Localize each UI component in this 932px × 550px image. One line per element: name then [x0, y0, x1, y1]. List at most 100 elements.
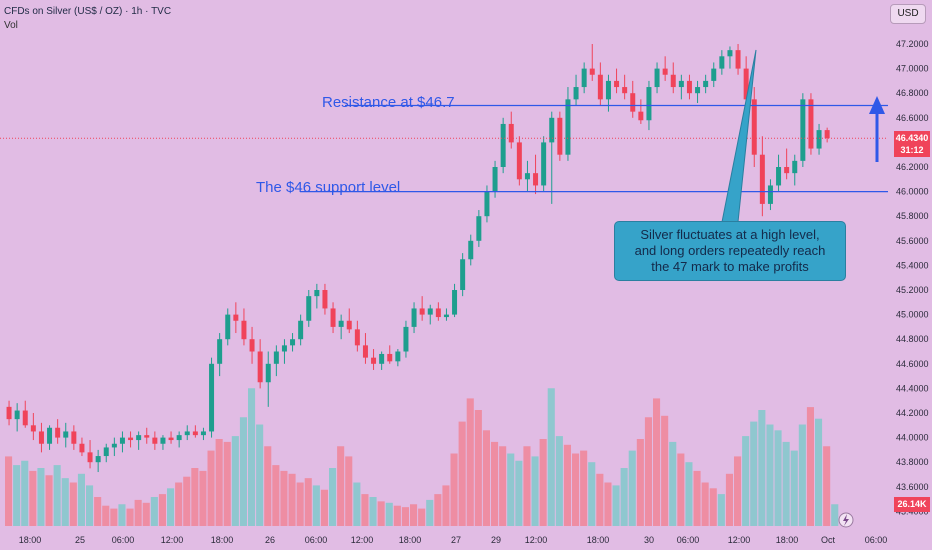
candle — [597, 62, 603, 106]
time-tick-label: 27 — [451, 535, 461, 545]
volume-bar — [86, 485, 94, 526]
volume-bar — [661, 415, 669, 526]
volume-bar — [361, 494, 369, 526]
volume-bar — [158, 494, 166, 526]
volume-bar — [717, 494, 725, 526]
candle — [395, 349, 401, 367]
volume-bar — [410, 504, 418, 526]
volume-bar — [831, 504, 839, 526]
volume-bar — [531, 456, 539, 526]
volume-bar — [69, 482, 77, 526]
volume-bar — [126, 508, 134, 526]
price-tick-label: 47.2000 — [896, 39, 929, 49]
volume-bar — [61, 478, 69, 526]
candle — [322, 283, 328, 315]
candle — [136, 431, 142, 450]
volume-bar — [134, 499, 142, 526]
volume-bar — [183, 476, 191, 526]
time-tick-label: Oct — [821, 535, 836, 545]
volume-bar — [701, 482, 709, 526]
candle — [719, 50, 725, 75]
candle — [241, 308, 247, 346]
candle — [484, 185, 490, 223]
price-tick-label: 44.8000 — [896, 334, 929, 344]
price-tick-label: 45.8000 — [896, 211, 929, 221]
annotation-line: Silver fluctuates at a high level, — [640, 227, 820, 242]
time-axis[interactable]: 18:00 25 06:00 12:00 18:00 26 06:00 12:00 18:00 2… — [19, 512, 888, 545]
price-tick-label: 45.4000 — [896, 260, 929, 270]
volume-bar — [434, 494, 442, 526]
volume-bar — [499, 446, 507, 526]
time-tick-label: 12:00 — [525, 535, 548, 545]
candle — [792, 154, 798, 186]
volume-bar — [345, 456, 353, 526]
volume-bar — [766, 424, 774, 526]
volume-bar — [353, 482, 361, 526]
time-tick-label: 26 — [265, 535, 275, 545]
candle — [662, 56, 668, 81]
volume-bar — [77, 473, 85, 526]
price-tick-label: 45.0000 — [896, 310, 929, 320]
price-tick-label: 43.8000 — [896, 457, 929, 467]
price-tick-label: 47.0000 — [896, 64, 929, 74]
volume-bar — [644, 417, 652, 526]
candle — [47, 425, 53, 450]
candle — [209, 357, 215, 438]
candle — [711, 62, 717, 88]
volume-bar — [426, 499, 434, 526]
candle — [192, 425, 198, 438]
bolt-icon — [843, 514, 849, 526]
candle — [22, 400, 28, 428]
current-price-tag: 46.4340 31:12 — [894, 131, 930, 157]
time-tick-label: 25 — [75, 535, 85, 545]
volume-bar — [231, 436, 239, 526]
volume-bar — [758, 410, 766, 526]
candle — [452, 283, 458, 318]
candle — [605, 74, 611, 112]
volume-bar — [580, 450, 588, 526]
volume-bar — [29, 470, 37, 526]
candle — [63, 422, 69, 448]
candle — [727, 46, 733, 69]
time-tick-label: 06:00 — [112, 535, 135, 545]
volume-bar — [474, 410, 482, 526]
resistance-label: Resistance at $46.7 — [322, 94, 455, 111]
candle — [249, 326, 255, 364]
candle — [144, 427, 150, 444]
volume-bar — [815, 418, 823, 526]
candle — [225, 308, 231, 346]
volume-bar — [790, 450, 798, 526]
volume-bar — [304, 478, 312, 526]
candle — [55, 419, 61, 444]
candle — [767, 179, 773, 211]
candle — [371, 349, 377, 370]
time-tick-label: 12:00 — [728, 535, 751, 545]
volume-bar — [442, 485, 450, 526]
annotation-line: the 47 mark to make profits — [651, 259, 809, 274]
candle — [614, 68, 620, 94]
volume-value-tag: 26.14K — [894, 497, 930, 512]
volume-bar — [482, 430, 490, 526]
volume-bar — [669, 441, 677, 526]
currency-button[interactable]: USD — [890, 4, 926, 24]
price-tick-label: 44.4000 — [896, 383, 929, 393]
volume-bar — [256, 424, 264, 526]
candle — [557, 111, 563, 161]
candle — [87, 440, 93, 469]
price-axis[interactable]: 47.200047.000046.800046.600046.400046.20… — [896, 39, 929, 516]
candle — [565, 87, 571, 161]
volume-bar — [742, 436, 750, 526]
candle — [508, 111, 514, 149]
volume-bars — [5, 388, 839, 526]
volume-bar — [385, 502, 393, 526]
candle — [751, 87, 757, 167]
volume-bar — [466, 398, 474, 526]
candle — [703, 74, 709, 94]
candle — [128, 431, 134, 448]
price-tick-label: 46.2000 — [896, 162, 929, 172]
chart-title: CFDs on Silver (US$ / OZ) · 1h · TVC — [4, 6, 172, 17]
candle — [119, 431, 125, 453]
candle — [549, 111, 555, 204]
volume-bar — [199, 470, 207, 526]
